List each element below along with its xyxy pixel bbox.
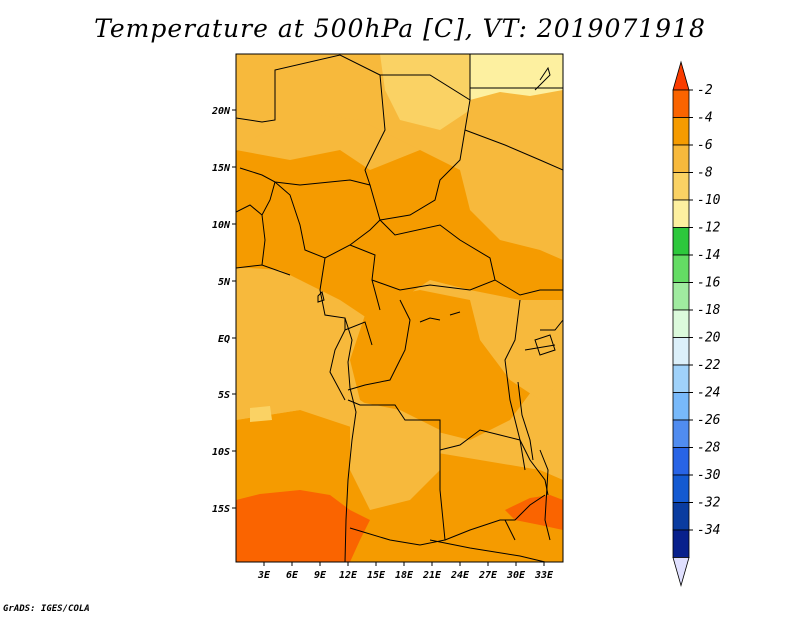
colorbar-label: -32 — [697, 496, 721, 511]
colorbar-swatch — [672, 282, 690, 311]
lon-tick: 30E — [506, 570, 526, 581]
band-minus-6-sahel — [236, 150, 563, 320]
colorbar-swatch — [672, 502, 690, 531]
colorbar-swatch — [672, 447, 690, 476]
lon-tick: 6E — [286, 570, 299, 581]
border-greatlakes — [504, 299, 563, 471]
lat-tick: 10N — [212, 220, 231, 231]
nile-segment — [534, 66, 551, 91]
colorbar-swatch — [672, 144, 690, 173]
lat-tick: 15N — [212, 163, 231, 174]
colorbar-label: -24 — [697, 386, 720, 401]
band-minus-4-malawi — [505, 495, 563, 530]
lon-tick: 33E — [534, 570, 554, 581]
credit-text: GrADS: IGES/COLA — [3, 604, 90, 614]
lat-tick: 10S — [212, 447, 230, 458]
border-car-south — [371, 279, 563, 296]
lon-tick: 27E — [478, 570, 498, 581]
lon-tick: 18E — [395, 570, 414, 581]
lat-tick: EQ — [218, 334, 230, 345]
colorbar-label: -6 — [697, 138, 713, 153]
lon-tick: 15E — [367, 570, 386, 581]
colorbar-cap-bottom — [672, 557, 690, 587]
colorbar-label: -22 — [697, 358, 721, 373]
band-minus-8-east — [470, 300, 563, 400]
colorbar-swatch — [672, 364, 690, 393]
colorbar-label: -18 — [697, 303, 721, 318]
colorbar-label: -30 — [697, 468, 721, 483]
colorbar-label: -16 — [697, 276, 721, 291]
lon-axis: 3E 6E 9E 12E 15E 18E 21E 24E 27E 30E 33E — [257, 562, 554, 581]
lake-victoria — [524, 334, 556, 356]
colorbar-swatch — [672, 337, 690, 366]
colorbar-swatch — [672, 392, 690, 421]
lat-tick: 5N — [218, 277, 231, 288]
band-minus-10-libya — [380, 54, 470, 130]
colorbar-swatch — [672, 89, 690, 118]
temperature-field — [236, 54, 563, 562]
map-frame — [235, 53, 564, 563]
colorbar-label: -28 — [697, 441, 721, 456]
coastline-atlantic — [344, 317, 357, 562]
band-minus-8-gulf — [236, 270, 340, 420]
colorbar-label: -12 — [697, 221, 721, 236]
lon-tick: 12E — [339, 570, 358, 581]
colorbar-swatch — [672, 227, 690, 256]
band-minus-10-coast — [250, 406, 272, 422]
colorbar-swatch — [672, 254, 690, 283]
map-title: Temperature at 500hPa [C], VT: 201907191… — [94, 14, 706, 43]
colorbar-label: -20 — [697, 331, 721, 346]
colorbar-cap-top — [672, 60, 690, 91]
colorbar-swatch — [672, 309, 690, 338]
lakes — [419, 311, 551, 541]
border-nigeria — [274, 181, 381, 259]
border-niger — [236, 54, 386, 186]
colorbar-label: -4 — [697, 111, 713, 126]
colorbar-label: -34 — [697, 523, 720, 538]
border-cameroon-car — [349, 219, 496, 311]
island — [317, 291, 325, 303]
band-minus-8-angola — [350, 400, 440, 510]
colorbar-swatch — [672, 529, 690, 558]
colorbar-label: -8 — [697, 166, 713, 181]
colorbar-label: -26 — [697, 413, 721, 428]
colorbar-label: -14 — [697, 248, 720, 263]
colorbar: -2 -4 -6 -8 -10 -12 -14 -16 -18 -20 -22 -24 -26 -28 -3… — [672, 60, 721, 587]
lat-axis: 20N 15N 10N 5N EQ 5S 10S 15S — [211, 106, 236, 515]
lat-tick: 5S — [218, 390, 230, 401]
border-sudan-libya — [464, 54, 563, 171]
country-borders — [236, 54, 563, 562]
border-westafrica — [236, 181, 291, 276]
colorbar-swatch — [672, 419, 690, 448]
colorbar-swatch — [672, 172, 690, 201]
lat-tick: 20N — [211, 106, 231, 117]
colorbar-label: -2 — [697, 83, 713, 98]
lon-tick: 9E — [314, 570, 327, 581]
border-angola-drc — [347, 399, 521, 451]
colorbar-label: -10 — [697, 193, 721, 208]
lon-tick: 3E — [257, 570, 271, 581]
colorbar-swatch — [672, 117, 690, 146]
colorbar-swatch — [672, 199, 690, 228]
lat-tick: 15S — [212, 504, 230, 515]
border-chad — [369, 74, 471, 221]
border-angola-zambia — [349, 450, 446, 546]
border-drc-west — [347, 299, 411, 391]
lon-tick: 24E — [450, 570, 470, 581]
band-minus-4-namibia — [236, 490, 370, 562]
colorbar-swatch — [672, 474, 690, 503]
lon-tick: 21E — [422, 570, 442, 581]
border-zimbabwe — [429, 519, 546, 562]
